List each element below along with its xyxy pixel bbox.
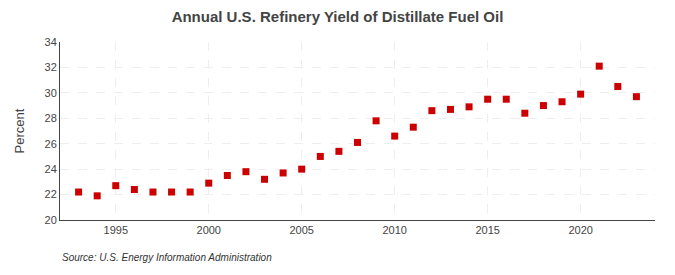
svg-text:1995: 1995 — [104, 224, 128, 236]
svg-text:34: 34 — [45, 36, 57, 48]
svg-text:2005: 2005 — [289, 224, 313, 236]
svg-text:2000: 2000 — [197, 224, 221, 236]
svg-text:2010: 2010 — [382, 224, 406, 236]
svg-text:32: 32 — [45, 61, 57, 73]
svg-text:2020: 2020 — [568, 224, 592, 236]
svg-text:Source: U.S. Energy Informatio: Source: U.S. Energy Information Administ… — [62, 252, 272, 263]
svg-text:Percent: Percent — [12, 108, 27, 153]
svg-text:Annual U.S. Refinery Yield of: Annual U.S. Refinery Yield of Distillate… — [172, 8, 504, 25]
svg-text:24: 24 — [45, 163, 57, 175]
svg-text:28: 28 — [45, 112, 57, 124]
svg-text:30: 30 — [45, 87, 57, 99]
svg-text:2015: 2015 — [475, 224, 499, 236]
svg-text:26: 26 — [45, 138, 57, 150]
svg-text:20: 20 — [45, 214, 57, 226]
svg-text:22: 22 — [45, 188, 57, 200]
